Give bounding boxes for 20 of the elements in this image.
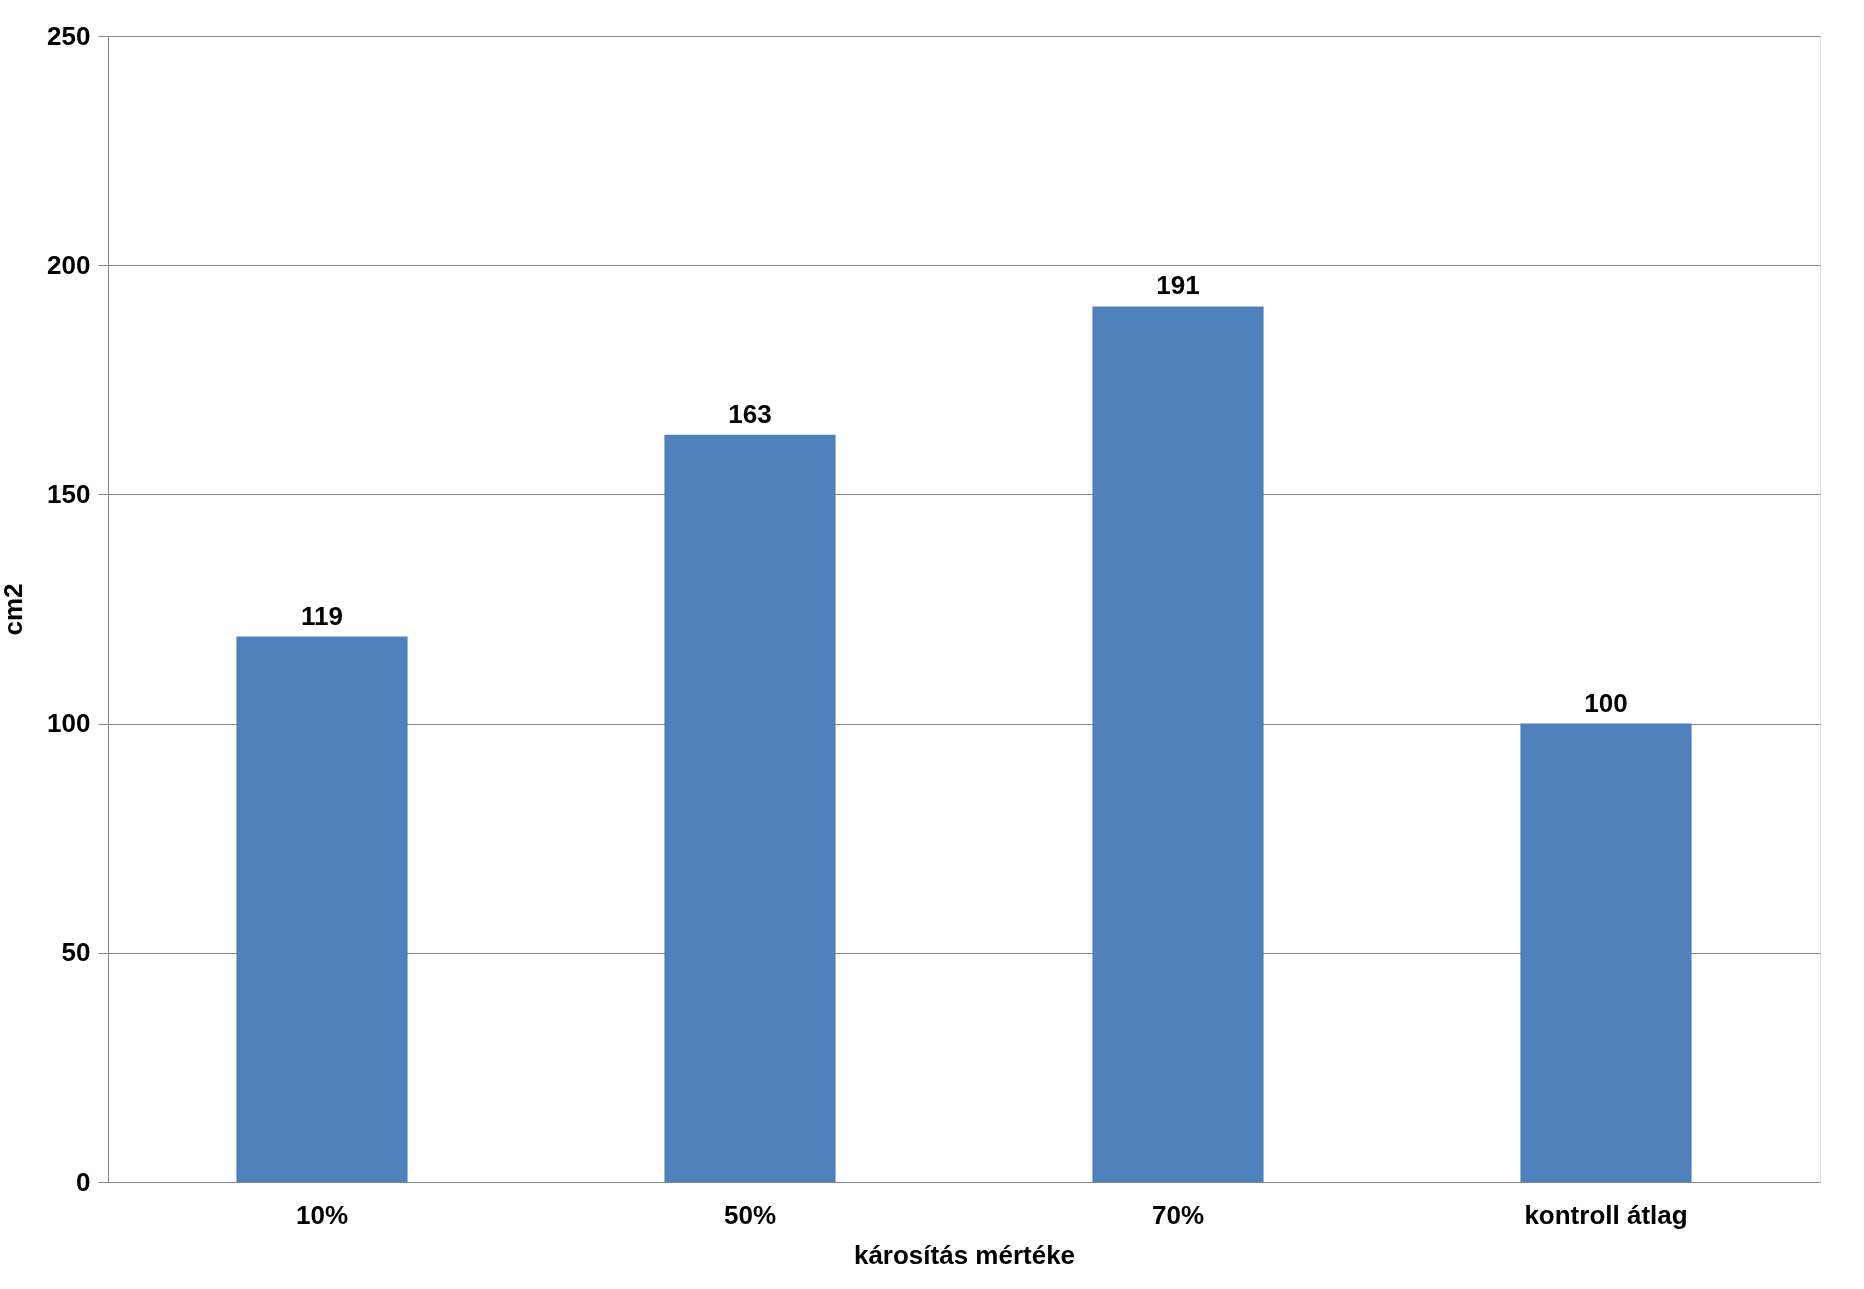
data-label: 119 [301,600,343,631]
y-tick-label: 150 [47,478,91,509]
bar [236,636,408,1182]
data-label: 191 [1156,270,1200,301]
x-axis-title: károsítás mértéke [853,1239,1076,1270]
bar [664,434,836,1182]
y-axis-title: cm2 [0,583,29,636]
y-tick-label: 200 [47,249,91,280]
x-tick-label: 50% [723,1199,777,1230]
y-tick-label: 100 [47,708,91,739]
x-tick-label: 70% [1151,1199,1205,1230]
y-tick-label: 250 [47,20,91,51]
y-tick-label: 50 [61,937,91,968]
data-label: 100 [1584,687,1628,718]
bar [1520,723,1692,1182]
data-label: 163 [728,398,772,429]
x-tick-label: 10% [295,1199,349,1230]
bar [1092,306,1264,1182]
y-tick-label: 0 [76,1166,91,1197]
x-tick-label: kontroll átlag [1524,1199,1688,1230]
